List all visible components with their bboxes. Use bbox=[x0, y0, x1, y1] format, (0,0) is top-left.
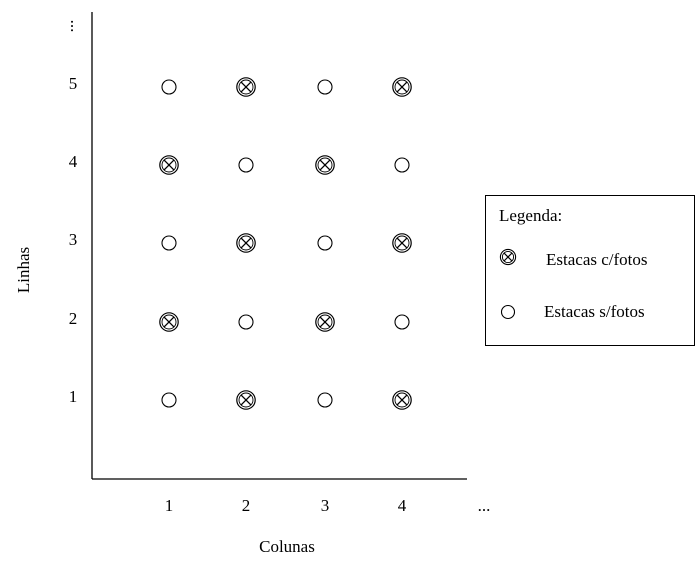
legend: Legenda: Estacas c/fotos Estacas s/fotos bbox=[485, 195, 695, 346]
pile-with-photo-marker bbox=[159, 155, 179, 175]
pile-without-photo-marker bbox=[161, 235, 177, 251]
pile-without-photo-marker bbox=[161, 79, 177, 95]
pile-with-photo-marker bbox=[236, 77, 256, 97]
y-axis-label: Linhas bbox=[14, 247, 33, 293]
legend-item-without-photo bbox=[498, 302, 518, 322]
pile-with-photo-marker bbox=[315, 155, 335, 175]
pile-with-photo-marker bbox=[236, 390, 256, 410]
x-tick-4: 4 bbox=[398, 496, 407, 515]
pile-without-photo-icon bbox=[500, 304, 516, 320]
y-tick-5: 5 bbox=[69, 74, 78, 93]
y-tick-3: 3 bbox=[69, 230, 78, 249]
x-axis-label: Colunas bbox=[259, 537, 315, 556]
pile-without-photo-marker bbox=[238, 157, 254, 173]
pile-without-photo-marker bbox=[317, 235, 333, 251]
pile-without-photo-marker bbox=[161, 392, 177, 408]
pile-without-photo-marker bbox=[238, 314, 254, 330]
pile-with-photo-marker bbox=[315, 312, 335, 332]
pile-without-photo-marker bbox=[394, 314, 410, 330]
pile-without-photo-marker bbox=[317, 392, 333, 408]
y-tick-2: 2 bbox=[69, 309, 78, 328]
pile-without-photo-marker bbox=[317, 79, 333, 95]
x-tick-ellipsis: ... bbox=[478, 496, 491, 515]
pile-with-photo-marker bbox=[392, 77, 412, 97]
pile-with-photo-icon bbox=[499, 248, 517, 266]
pile-with-photo-marker bbox=[392, 390, 412, 410]
x-tick-2: 2 bbox=[242, 496, 251, 515]
pile-without-photo-marker bbox=[394, 157, 410, 173]
y-tick-4: 4 bbox=[69, 152, 78, 171]
pile-with-photo-marker bbox=[236, 233, 256, 253]
y-tick-ellipsis: ... bbox=[67, 20, 86, 33]
legend-label-without-photo: Estacas s/fotos bbox=[544, 302, 645, 321]
legend-label-with-photo: Estacas c/fotos bbox=[546, 250, 648, 269]
pile-with-photo-marker bbox=[392, 233, 412, 253]
legend-item-with-photo bbox=[498, 247, 518, 267]
legend-title: Legenda: bbox=[499, 206, 563, 225]
x-tick-3: 3 bbox=[321, 496, 330, 515]
y-tick-1: 1 bbox=[69, 387, 78, 406]
pile-with-photo-marker bbox=[159, 312, 179, 332]
x-tick-1: 1 bbox=[165, 496, 174, 515]
